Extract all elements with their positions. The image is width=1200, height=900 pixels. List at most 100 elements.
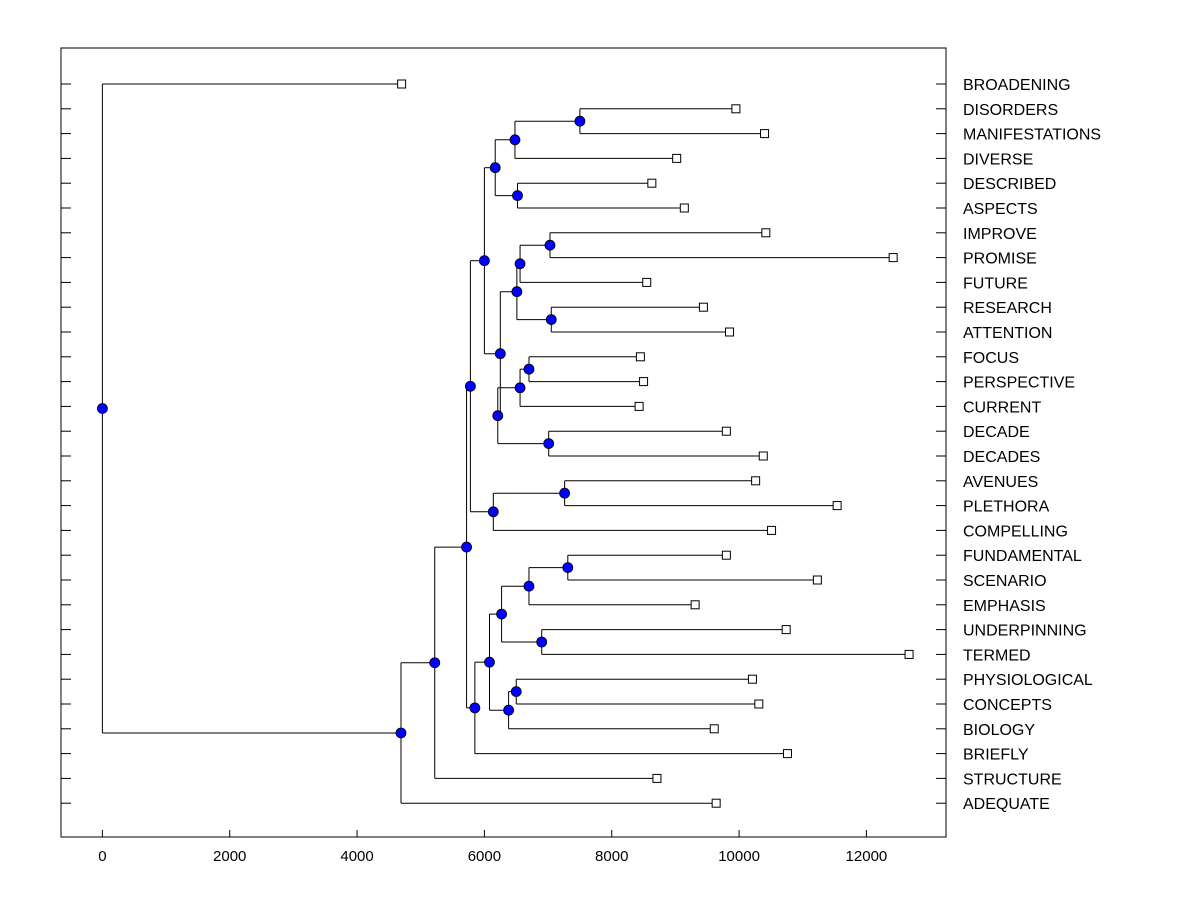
leaf-label-aspects: ASPECTS: [963, 201, 1038, 218]
leaf-marker-termed: [904, 649, 914, 659]
plot-frame: [60, 47, 947, 838]
merge-node-m10: [514, 382, 526, 394]
leaf-marker-plethora: [832, 501, 842, 511]
x-tick-label: 10000: [718, 848, 760, 865]
leaf-marker-physiological: [747, 674, 757, 684]
leaf-marker-compelling: [767, 525, 777, 535]
merge-node-m14: [478, 255, 490, 267]
merge-node-m5: [544, 239, 556, 251]
leaf-label-decade: DECADE: [963, 424, 1030, 441]
merge-node-m23: [503, 704, 514, 716]
merge-node-m6: [514, 258, 526, 270]
leaf-label-attention: ATTENTION: [963, 325, 1052, 342]
leaf-label-manifestations: MANIFESTATIONS: [963, 127, 1101, 144]
leaf-label-diverse: DIVERSE: [963, 151, 1033, 168]
x-tick-label: 4000: [340, 848, 373, 865]
merge-node-m21: [496, 608, 507, 620]
merge-node-m4: [489, 162, 501, 174]
leaf-label-compelling: COMPELLING: [963, 523, 1068, 540]
merge-node-m24: [484, 656, 495, 668]
merge-node-m8: [511, 286, 523, 298]
leaf-label-physiological: PHYSIOLOGICAL: [963, 672, 1093, 689]
y-axis-ticks: [61, 83, 946, 804]
merge-node-m13: [494, 348, 506, 360]
merge-node-m1: [574, 115, 586, 127]
merge-nodes: [96, 115, 586, 739]
merge-node-m9: [523, 363, 535, 375]
leaf-marker-scenario: [812, 575, 822, 585]
merge-node-m25: [469, 702, 481, 714]
leaf-label-briefly: BRIEFLY: [963, 747, 1029, 764]
leaf-label-current: CURRENT: [963, 399, 1041, 416]
merge-node-m19: [523, 580, 535, 592]
merge-node-m22: [510, 686, 522, 697]
x-axis: 0 2000 4000 6000 8000 10000 12000: [98, 830, 887, 865]
leaf-label-scenario: SCENARIO: [963, 573, 1047, 590]
x-tick-label: 2000: [213, 848, 246, 865]
leaf-marker-avenues: [751, 476, 761, 486]
leaf-marker-current: [634, 401, 644, 411]
leaf-marker-emphasis: [690, 600, 700, 610]
leaf-marker-adequate: [711, 798, 721, 808]
merge-node-m15: [559, 487, 571, 499]
x-tick-label: 6000: [468, 848, 501, 865]
leaf-marker-attention: [725, 327, 735, 337]
leaf-labels: BROADENING DISORDERS MANIFESTATIONS DIVERSE…: [963, 77, 1101, 813]
merge-node-m17: [464, 380, 476, 392]
leaf-marker-focus: [635, 352, 645, 362]
merge-node-m20: [536, 636, 548, 648]
leaf-marker-promise: [888, 253, 898, 263]
merge-node-m18: [562, 562, 574, 573]
leaf-marker-broadening: [397, 79, 407, 89]
merge-node-m16: [487, 506, 499, 518]
leaf-label-termed: TERMED: [963, 647, 1031, 664]
leaf-marker-concepts: [754, 699, 764, 709]
leaf-label-decades: DECADES: [963, 449, 1040, 466]
x-tick-label: 12000: [846, 848, 888, 865]
leaf-marker-decades: [758, 451, 768, 461]
merge-node-m3: [512, 190, 523, 202]
x-tick-label: 0: [98, 848, 106, 865]
leaf-marker-future: [642, 277, 652, 287]
merge-node-m27: [429, 657, 441, 669]
leaf-markers: [397, 79, 914, 808]
leaf-label-avenues: AVENUES: [963, 474, 1038, 491]
leaf-label-promise: PROMISE: [963, 251, 1037, 268]
merge-node-m26: [461, 541, 472, 553]
leaf-label-biology: BIOLOGY: [963, 722, 1035, 739]
leaf-label-improve: IMPROVE: [963, 226, 1037, 243]
leaf-marker-manifestations: [760, 129, 770, 139]
leaf-marker-biology: [709, 724, 719, 734]
leaf-label-disorders: DISORDERS: [963, 102, 1058, 119]
leaf-marker-fundamental: [721, 550, 731, 560]
leaf-marker-research: [698, 302, 708, 312]
leaf-label-research: RESEARCH: [963, 300, 1052, 317]
leaf-marker-decade: [721, 426, 731, 436]
leaf-label-underpinning: UNDERPINNING: [963, 623, 1087, 640]
leaf-label-emphasis: EMPHASIS: [963, 598, 1046, 615]
leaf-marker-aspects: [679, 203, 689, 213]
leaf-label-plethora: PLETHORA: [963, 499, 1050, 516]
merge-node-m7: [545, 314, 557, 326]
leaf-label-perspective: PERSPECTIVE: [963, 375, 1075, 392]
leaf-marker-described: [647, 178, 657, 188]
leaf-marker-structure: [652, 773, 662, 783]
leaf-marker-underpinning: [781, 625, 791, 635]
merge-node-m2: [509, 134, 521, 146]
leaf-label-future: FUTURE: [963, 275, 1028, 292]
x-tick-label: 8000: [595, 848, 628, 865]
leaf-label-broadening: BROADENING: [963, 77, 1071, 94]
dendrogram-links: [101, 83, 910, 804]
leaf-marker-improve: [761, 228, 771, 238]
leaf-label-adequate: ADEQUATE: [963, 796, 1050, 813]
merge-node-m28: [395, 727, 407, 739]
leaf-label-structure: STRUCTURE: [963, 771, 1062, 788]
leaf-marker-perspective: [639, 377, 649, 387]
merge-node-m12: [492, 410, 504, 422]
leaf-marker-diverse: [672, 153, 682, 163]
leaf-marker-disorders: [731, 104, 741, 114]
leaf-label-fundamental: FUNDAMENTAL: [963, 548, 1082, 565]
leaf-label-focus: FOCUS: [963, 350, 1019, 367]
leaf-label-described: DESCRIBED: [963, 176, 1056, 193]
